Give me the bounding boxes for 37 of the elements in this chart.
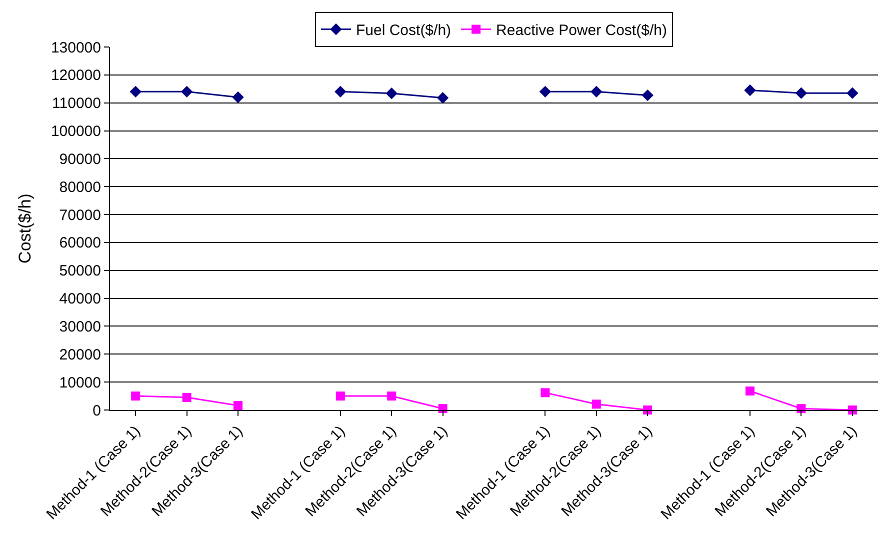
point [744, 84, 756, 96]
point [180, 86, 193, 98]
point [846, 87, 858, 99]
y-tick-label: 60000 [59, 234, 101, 252]
point [234, 401, 242, 410]
y-tick-label: 90000 [59, 150, 101, 168]
point [334, 86, 346, 98]
y-tick-label: 50000 [59, 262, 101, 280]
y-tick-label: 70000 [59, 206, 101, 224]
point [592, 400, 601, 409]
y-tick-label: 20000 [59, 346, 101, 364]
y-axis-title: Cost($/h) [15, 194, 34, 264]
y-tick-label: 30000 [59, 318, 101, 336]
point [232, 91, 244, 104]
point [386, 88, 398, 100]
y-tick-label: 130000 [50, 39, 101, 56]
y-tick-label: 80000 [59, 178, 101, 196]
point [130, 86, 142, 98]
point [387, 392, 396, 401]
legend-label: Reactive Power Cost($/h) [496, 22, 667, 40]
y-tick-label: 120000 [50, 67, 101, 84]
point [540, 388, 550, 398]
point [539, 86, 552, 98]
point [131, 392, 140, 401]
point [642, 89, 654, 102]
y-tick-label: 0 [92, 402, 101, 420]
point [795, 87, 808, 99]
point [182, 392, 192, 402]
legend-label: Fuel Cost($/h) [356, 22, 452, 40]
point [436, 92, 449, 104]
y-tick-label: 40000 [59, 290, 101, 308]
y-tick-label: 110000 [52, 95, 101, 112]
y-tick-label: 100000 [50, 123, 101, 140]
point [336, 392, 345, 401]
y-tick-label: 10000 [59, 374, 101, 392]
point [590, 86, 602, 98]
point [746, 386, 754, 396]
